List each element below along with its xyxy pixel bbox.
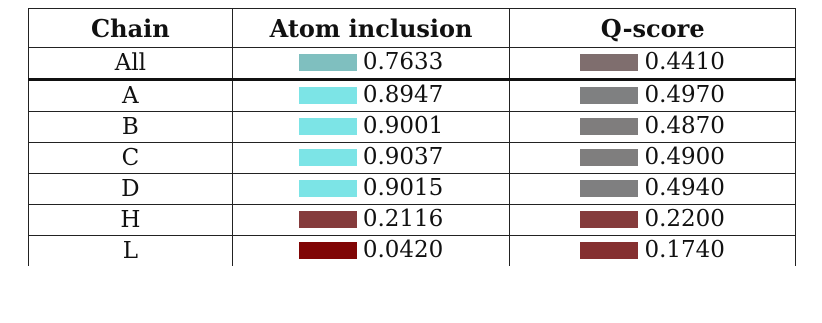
q-score-value: 0.2200 — [644, 206, 725, 233]
header-chain: Chain — [28, 8, 233, 48]
q-score-value: 0.4900 — [644, 144, 725, 171]
atom-inclusion-cell: 0.9001 — [231, 111, 511, 143]
q-score-color-swatch — [580, 241, 639, 259]
q-score-color-swatch — [580, 53, 639, 71]
q-score-value: 0.1740 — [644, 237, 725, 264]
header-row: Chain Atom inclusion Q-score — [28, 8, 796, 48]
chain-scores-table: Chain Atom inclusion Q-score All 0.7633 0.… — [28, 8, 796, 266]
atom-inclusion-cell: 0.9037 — [231, 142, 511, 174]
atom-inclusion-color-swatch — [298, 241, 357, 259]
atom-inclusion-value: 0.9001 — [362, 113, 444, 140]
q-score-value: 0.4940 — [644, 175, 725, 202]
table-row: D 0.9015 0.4940 — [28, 173, 796, 205]
q-score-value: 0.4970 — [644, 82, 725, 109]
chain-cell: D — [28, 173, 233, 205]
atom-inclusion-cell: 0.2116 — [231, 204, 511, 236]
chain-cell: B — [28, 111, 233, 143]
atom-inclusion-color-swatch — [298, 86, 357, 104]
q-score-cell: 0.4870 — [509, 111, 796, 143]
q-score-color-swatch — [580, 210, 639, 228]
q-score-cell: 0.4970 — [509, 79, 796, 112]
q-score-cell: 0.4940 — [509, 173, 796, 205]
atom-inclusion-value: 0.0420 — [362, 237, 444, 264]
atom-inclusion-color-swatch — [298, 179, 357, 197]
q-score-value: 0.4870 — [644, 113, 725, 140]
chain-cell: H — [28, 204, 233, 236]
atom-inclusion-cell: 0.9015 — [231, 173, 511, 205]
atom-inclusion-color-swatch — [298, 210, 357, 228]
atom-inclusion-cell: 0.8947 — [231, 79, 511, 112]
table-row: L 0.0420 0.1740 — [28, 235, 796, 266]
q-score-color-swatch — [580, 148, 639, 166]
atom-inclusion-value: 0.7633 — [362, 49, 444, 76]
q-score-cell: 0.4900 — [509, 142, 796, 174]
atom-inclusion-value: 0.2116 — [362, 206, 444, 233]
atom-inclusion-value: 0.9037 — [362, 144, 444, 171]
atom-inclusion-cell: 0.0420 — [231, 235, 511, 266]
table-row: B 0.9001 0.4870 — [28, 111, 796, 143]
q-score-cell: 0.2200 — [509, 204, 796, 236]
q-score-cell: 0.1740 — [509, 235, 796, 266]
q-score-color-swatch — [580, 179, 639, 197]
chain-cell: All — [28, 47, 233, 81]
header-atom-inclusion: Atom inclusion — [231, 8, 511, 48]
atom-inclusion-color-swatch — [298, 117, 357, 135]
table-row: All 0.7633 0.4410 — [28, 47, 796, 81]
table-row: C 0.9037 0.4900 — [28, 142, 796, 174]
q-score-value: 0.4410 — [644, 49, 725, 76]
table-row: A 0.8947 0.4970 — [28, 79, 796, 112]
atom-inclusion-cell: 0.7633 — [231, 47, 511, 81]
chain-cell: L — [28, 235, 233, 266]
chain-cell: A — [28, 79, 233, 112]
atom-inclusion-color-swatch — [298, 53, 357, 71]
atom-inclusion-color-swatch — [298, 148, 357, 166]
atom-inclusion-value: 0.8947 — [362, 82, 444, 109]
q-score-color-swatch — [580, 117, 639, 135]
q-score-cell: 0.4410 — [509, 47, 796, 81]
atom-inclusion-value: 0.9015 — [362, 175, 444, 202]
q-score-color-swatch — [580, 86, 639, 104]
chain-cell: C — [28, 142, 233, 174]
table-row: H 0.2116 0.2200 — [28, 204, 796, 236]
header-q-score: Q-score — [509, 8, 796, 48]
